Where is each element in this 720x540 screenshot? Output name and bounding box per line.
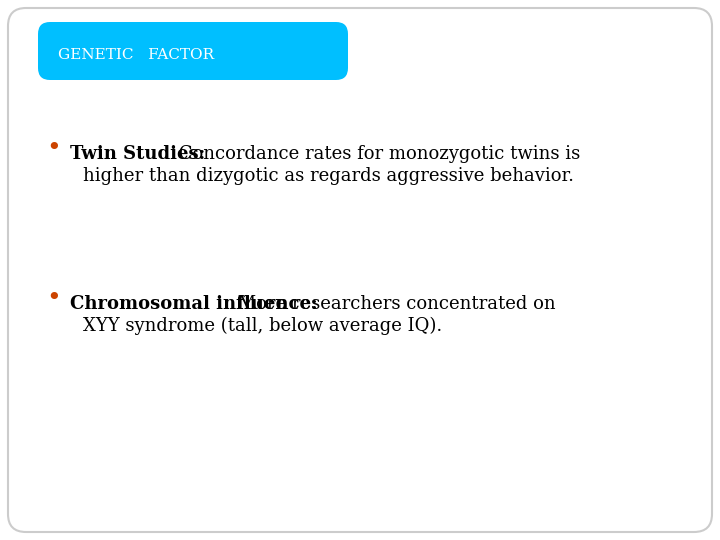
FancyBboxPatch shape (8, 8, 712, 532)
Text: Twin Studies:: Twin Studies: (70, 145, 205, 163)
FancyBboxPatch shape (38, 22, 348, 80)
Text: Concordance rates for monozygotic twins is: Concordance rates for monozygotic twins … (173, 145, 580, 163)
Text: •: • (46, 136, 60, 160)
Text: Chromosomal influence:: Chromosomal influence: (70, 295, 318, 313)
Text: XYY syndrome (tall, below average IQ).: XYY syndrome (tall, below average IQ). (83, 317, 442, 335)
Text: More researchers concentrated on: More researchers concentrated on (232, 295, 556, 313)
Text: •: • (46, 286, 60, 310)
Text: higher than dizygotic as regards aggressive behavior.: higher than dizygotic as regards aggress… (83, 167, 574, 185)
Text: GENETIC   FACTOR: GENETIC FACTOR (58, 48, 214, 62)
